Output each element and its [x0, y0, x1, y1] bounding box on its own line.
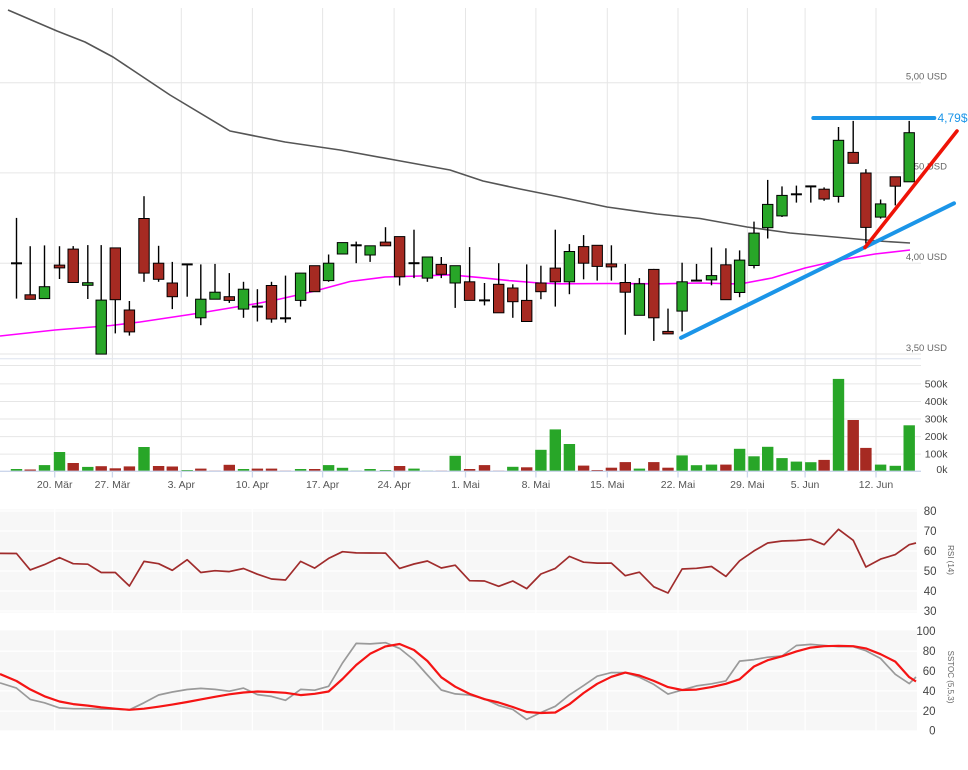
svg-text:20. Mär: 20. Mär	[37, 479, 73, 491]
svg-text:30: 30	[924, 606, 937, 618]
svg-text:29. Mai: 29. Mai	[730, 479, 764, 491]
svg-text:10. Apr: 10. Apr	[236, 479, 270, 491]
svg-text:0: 0	[929, 725, 935, 737]
svg-text:80: 80	[923, 646, 936, 658]
svg-text:40: 40	[923, 686, 936, 698]
svg-text:5,00 USD: 5,00 USD	[906, 72, 947, 83]
svg-text:4,00 USD: 4,00 USD	[906, 252, 947, 263]
svg-text:60: 60	[924, 546, 937, 558]
svg-text:200k: 200k	[925, 431, 949, 443]
svg-text:5. Jun: 5. Jun	[791, 479, 820, 491]
svg-text:100: 100	[916, 626, 935, 638]
svg-text:70: 70	[924, 526, 937, 538]
svg-text:40: 40	[924, 586, 937, 598]
svg-text:3. Apr: 3. Apr	[168, 479, 196, 491]
svg-text:15. Mai: 15. Mai	[590, 479, 624, 491]
svg-text:27. Mär: 27. Mär	[95, 479, 131, 491]
svg-text:100k: 100k	[925, 449, 949, 461]
svg-text:8. Mai: 8. Mai	[522, 479, 551, 491]
svg-text:0k: 0k	[936, 464, 948, 476]
svg-text:50: 50	[924, 566, 937, 578]
svg-text:60: 60	[923, 666, 936, 678]
svg-text:17. Apr: 17. Apr	[306, 479, 340, 491]
svg-text:4,79$: 4,79$	[938, 111, 968, 125]
svg-text:500k: 500k	[925, 378, 949, 390]
svg-text:300k: 300k	[925, 414, 949, 426]
svg-text:24. Apr: 24. Apr	[377, 479, 411, 491]
svg-text:80: 80	[924, 506, 937, 518]
svg-text:1. Mai: 1. Mai	[451, 479, 480, 491]
svg-text:12. Jun: 12. Jun	[859, 479, 894, 491]
svg-text:400k: 400k	[925, 396, 949, 408]
svg-text:RSI (14): RSI (14)	[946, 545, 955, 575]
svg-text:SSTOC (5,5,3): SSTOC (5,5,3)	[946, 651, 955, 704]
svg-text:20: 20	[923, 706, 936, 718]
svg-text:3,50 USD: 3,50 USD	[906, 343, 947, 354]
svg-text:22. Mai: 22. Mai	[661, 479, 695, 491]
